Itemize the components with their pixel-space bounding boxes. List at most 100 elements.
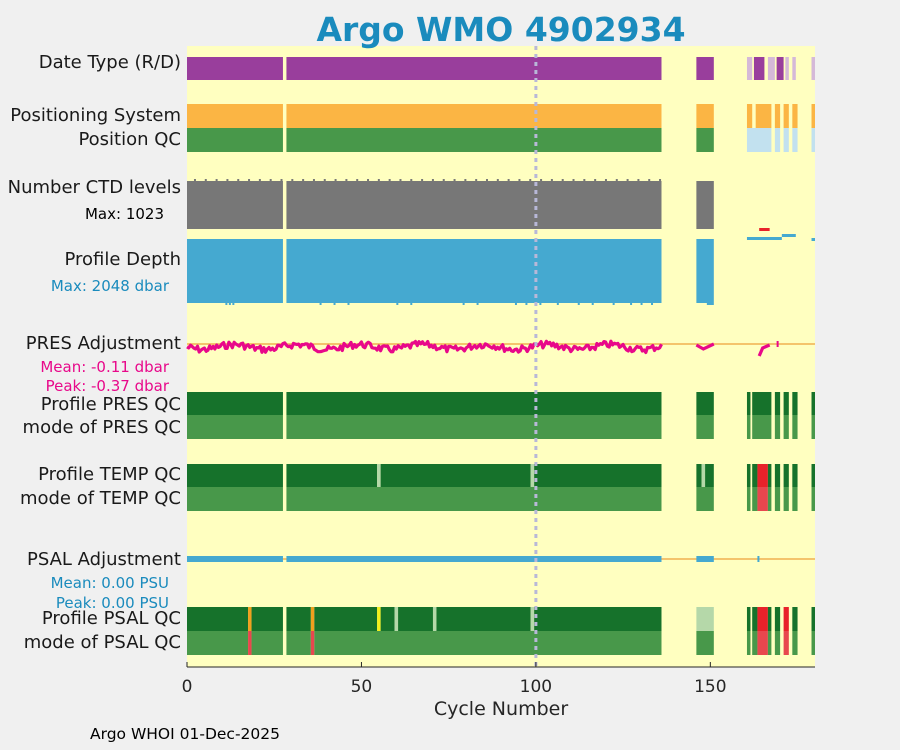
segment-position-qc-0 [187,128,283,152]
row-label-profile-psal-qc: Profile PSAL QC [41,608,181,629]
sparse-mark-1 [781,234,796,237]
segment-profile-psal-qc-5 [314,607,378,631]
ctd-notch [312,179,315,181]
segment-date-type-4 [753,57,765,80]
segment-profile-psal-qc-1 [248,607,252,631]
segment-profile-temp-qc-10 [752,464,758,487]
segment-mode-temp-qc-3 [746,487,751,511]
segment-mode-psal-qc-3 [286,631,311,655]
ctd-notch [410,179,413,181]
row-label-date-type: Date Type (R/D) [38,52,181,73]
segment-mode-temp-qc-8 [783,487,789,511]
segment-date-type-8 [792,57,796,80]
depth-notch-0 [225,303,228,305]
ctd-notch [204,179,207,181]
segment-profile-psal-qc-20 [783,607,789,631]
ctd-notch [377,179,380,181]
segment-profile-psal-qc-18 [767,607,772,631]
segment-profile-psal-qc-17 [757,607,768,631]
segment-profile-pres-qc-8 [811,392,815,415]
segment-mode-pres-qc-8 [811,415,815,439]
ctd-notch [615,179,618,181]
row-label-positioning-system: Positioning System [10,105,181,126]
segment-profile-temp-qc-5 [534,464,662,487]
ctd-notch [421,179,424,181]
depth-notch-19 [651,303,654,305]
segment-profile-psal-qc-9 [398,607,433,631]
ctd-levels-max: Max: 1023 [84,205,164,223]
depth-notch-2 [232,303,235,305]
ctd-notch [464,179,467,181]
segment-mode-temp-qc-6 [767,487,772,511]
segment-profile-psal-qc-19 [774,607,781,631]
psal-adjustment-segment-1 [286,556,662,562]
row-label-psal-adjustment: PSAL Adjustment [26,549,181,570]
ctd-notch [540,179,543,181]
segment-position-qc-2 [696,128,714,152]
segment-positioning-system-2 [696,104,714,128]
segment-mode-psal-qc-11 [774,631,781,655]
segment-profile-temp-qc-4 [530,464,535,487]
pres-adjustment-dot [776,341,779,347]
segment-profile-temp-qc-8 [705,464,714,487]
segment-mode-temp-qc-10 [811,487,815,511]
ctd-notch [237,179,240,181]
segment-profile-pres-qc-2 [696,392,714,415]
ctd-notch [637,179,640,181]
ctd-notch [550,179,553,181]
segment-mode-psal-qc-6 [696,631,714,655]
segment-date-type-6 [776,57,784,80]
segment-date-type-1 [286,57,662,80]
depth-notch-7 [410,303,413,305]
ctd-notch [604,179,607,181]
segment-profile-temp-qc-16 [811,464,815,487]
ctd-notch [258,179,261,181]
depth-notch-8 [462,303,465,305]
segment-profile-psal-qc-13 [534,607,662,631]
segment-mode-pres-qc-2 [696,415,714,439]
psal-adjustment-peak: Peak: 0.00 PSU [55,594,169,612]
segment-positioning-system-8 [811,104,815,128]
segment-profile-pres-qc-7 [792,392,798,415]
pres-adjustment-trace-late [695,342,715,351]
segment-mode-psal-qc-1 [248,631,252,655]
segment-profile-psal-qc-0 [187,607,249,631]
ctd-notch [583,179,586,181]
depth-notch-6 [396,303,399,305]
ctd-notch [507,179,510,181]
segment-mode-psal-qc-4 [310,631,315,655]
sparse-red-mark [759,228,770,231]
segment-profile-pres-qc-4 [752,392,772,415]
segment-mode-temp-qc-2 [696,487,714,511]
ctd-notch [453,179,456,181]
ctd-notch [399,179,402,181]
pres-adjustment-peak: Peak: -0.37 dbar [45,377,169,395]
segment-profile-pres-qc-0 [187,392,283,415]
row-label-pres-adjustment: PRES Adjustment [25,333,181,354]
ctd-notch [215,179,218,181]
segment-mode-psal-qc-10 [767,631,772,655]
ctd-notch [496,179,499,181]
ctd-notch [193,179,196,181]
ctd-notch [269,179,272,181]
segment-mode-pres-qc-4 [752,415,772,439]
segment-profile-depth-2 [696,239,714,303]
segment-profile-psal-qc-21 [792,607,798,631]
row-label-position-qc: Position QC [78,129,181,150]
depth-notch-14 [577,303,580,305]
segment-ctd-levels-0 [187,181,283,229]
ctd-notch [475,179,478,181]
pres-adjustment-trace [186,339,663,355]
ctd-notch [291,179,294,181]
depth-notch-15 [591,303,594,305]
segment-profile-psal-qc-22 [811,607,815,631]
segment-profile-psal-qc-10 [432,607,437,631]
ctd-notch [626,179,629,181]
x-tick-label-0: 0 [181,677,193,697]
segment-position-qc-1 [286,128,662,152]
ctd-notch [226,179,229,181]
segment-mode-psal-qc-2 [251,631,283,655]
segment-position-qc-4 [774,128,781,152]
ctd-notch [345,179,348,181]
